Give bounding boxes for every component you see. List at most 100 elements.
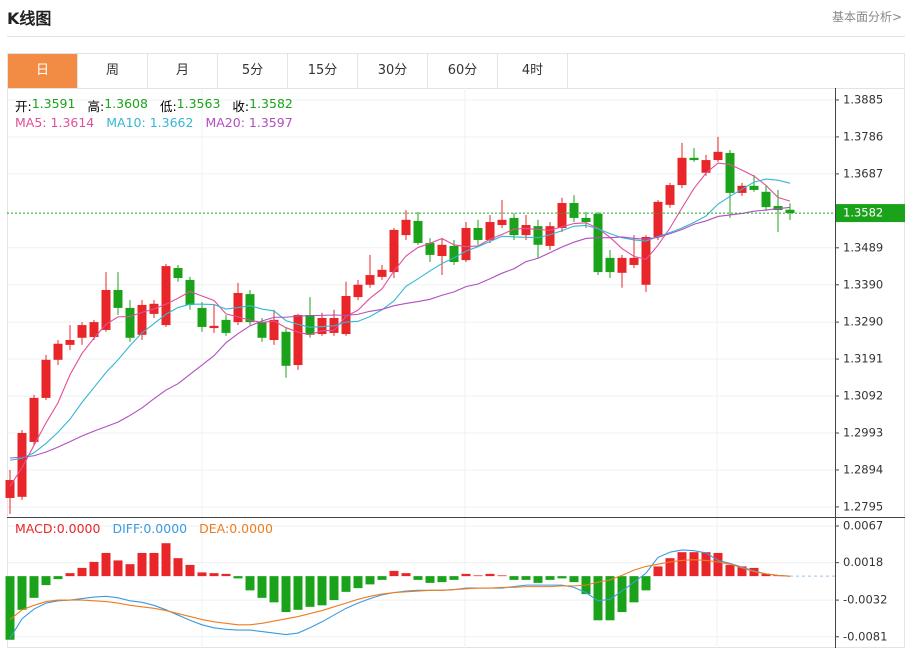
legend-item: DEA: 0.0000: [199, 521, 273, 536]
ohlc-legend: 开: 1.3591 高: 1.3608 低: 1.3563 收: 1.3582: [15, 96, 293, 115]
period-tab[interactable]: 5分: [218, 54, 288, 88]
candle-body: [173, 267, 183, 279]
macd-bar: [53, 576, 63, 580]
y-tick-label: 0.0018: [843, 555, 883, 569]
ohlc-value: 1.3582: [249, 96, 293, 111]
macd-bar: [377, 576, 387, 580]
candle-body: [185, 279, 195, 305]
ma-legend: MA5: 1.3614 MA10: 1.3662 MA20: 1.3597: [15, 115, 293, 130]
ohlc-item: 高: 1.3608: [87, 96, 147, 115]
macd-bar: [125, 564, 135, 577]
macd-bar: [329, 576, 339, 601]
macd-bar: [665, 558, 675, 577]
ohlc-label: 高:: [87, 99, 105, 114]
axis: 1.3885 1.3786 1.3687 1.3489 1.3390 1.3290 1.31…: [835, 92, 905, 643]
macd-bar: [317, 576, 327, 606]
period-tab[interactable]: 60分: [428, 54, 498, 88]
ohlc-item: 收: 1.3582: [232, 96, 292, 115]
y-tick-label: 0.0067: [843, 518, 883, 532]
candle-body: [761, 191, 771, 208]
period-tab[interactable]: 周: [78, 54, 148, 88]
legend-item: MA10: 1.3662: [106, 115, 193, 130]
candle-body: [89, 322, 99, 338]
legend-item: DIFF: 0.0000: [112, 521, 187, 536]
candle-body: [569, 202, 579, 218]
macd-bar: [293, 576, 303, 610]
macd-bar: [461, 573, 471, 577]
period-tab[interactable]: 15分: [288, 54, 358, 88]
period-tab[interactable]: 30分: [358, 54, 428, 88]
macd-bar: [497, 575, 507, 577]
y-tick-label: 1.3191: [843, 352, 883, 366]
candle-body: [509, 217, 519, 236]
macd-bar: [485, 573, 495, 577]
legend-name: MA10:: [106, 115, 146, 130]
macd-bar: [545, 576, 555, 580]
y-tick-label: 1.2894: [843, 462, 883, 476]
legend-name: MACD:: [15, 521, 57, 536]
period-tab[interactable]: 日: [8, 54, 78, 88]
ohlc-value: 1.3608: [104, 96, 148, 111]
macd-bar: [149, 552, 159, 577]
macd-bar: [713, 552, 723, 577]
fundamentals-link[interactable]: 基本面分析>: [831, 10, 902, 24]
macd-bar: [17, 576, 27, 610]
macd-bar: [173, 558, 183, 577]
macd-bar: [233, 576, 243, 579]
legend-name: DIFF:: [112, 521, 144, 536]
candle-body: [29, 397, 39, 442]
legend-value: 0.0000: [56, 521, 101, 536]
page-title: K线图: [7, 9, 52, 28]
candle-body: [461, 228, 471, 261]
macd-bar: [221, 573, 231, 577]
candle-body: [401, 219, 411, 236]
macd-bar: [653, 566, 663, 577]
candle-body: [749, 185, 759, 190]
macd-bar: [65, 573, 75, 577]
candle-body: [425, 242, 435, 255]
legend-name: DEA:: [199, 521, 230, 536]
macd-bar: [425, 576, 435, 583]
macd-bar: [29, 576, 39, 598]
ma-line: [9, 206, 791, 459]
macd-bar: [41, 576, 51, 586]
macd-bar: [533, 576, 543, 583]
candle-body: [317, 317, 327, 335]
macd-bar: [569, 576, 579, 583]
ohlc-item: 低: 1.3563: [160, 96, 220, 115]
candle-body: [773, 205, 783, 211]
candle-body: [533, 226, 543, 245]
candle-body: [677, 157, 687, 186]
candle-body: [521, 225, 531, 236]
macd-bar: [761, 573, 771, 577]
candle-body: [785, 209, 795, 214]
candle-body: [53, 343, 63, 360]
y-tick-label: 1.3290: [843, 315, 883, 329]
macd-bar: [413, 576, 423, 580]
candle-body: [113, 289, 123, 308]
period-tab[interactable]: 月: [148, 54, 218, 88]
candle-body: [641, 236, 651, 285]
candle-body: [689, 157, 699, 161]
macd-bar: [341, 576, 351, 592]
candle-body: [473, 228, 483, 240]
macd-bar: [197, 572, 207, 577]
legend-value: 0.0000: [229, 521, 273, 536]
candle-body: [281, 331, 291, 366]
period-tab[interactable]: 4时: [498, 54, 568, 88]
candle-body: [605, 257, 615, 273]
macd-bar: [473, 575, 483, 577]
candle-body: [365, 275, 375, 285]
ohlc-label: 收:: [232, 99, 250, 114]
macd-bar: [101, 552, 111, 577]
macd-bar: [641, 576, 651, 591]
macd-bar: [437, 576, 447, 583]
candle-body: [221, 319, 231, 333]
legend-item: MACD: 0.0000: [15, 521, 100, 536]
ohlc-value: 1.3591: [31, 96, 76, 111]
macd-bar: [389, 570, 399, 577]
macd-line: [9, 559, 791, 626]
candle-body: [389, 229, 399, 273]
